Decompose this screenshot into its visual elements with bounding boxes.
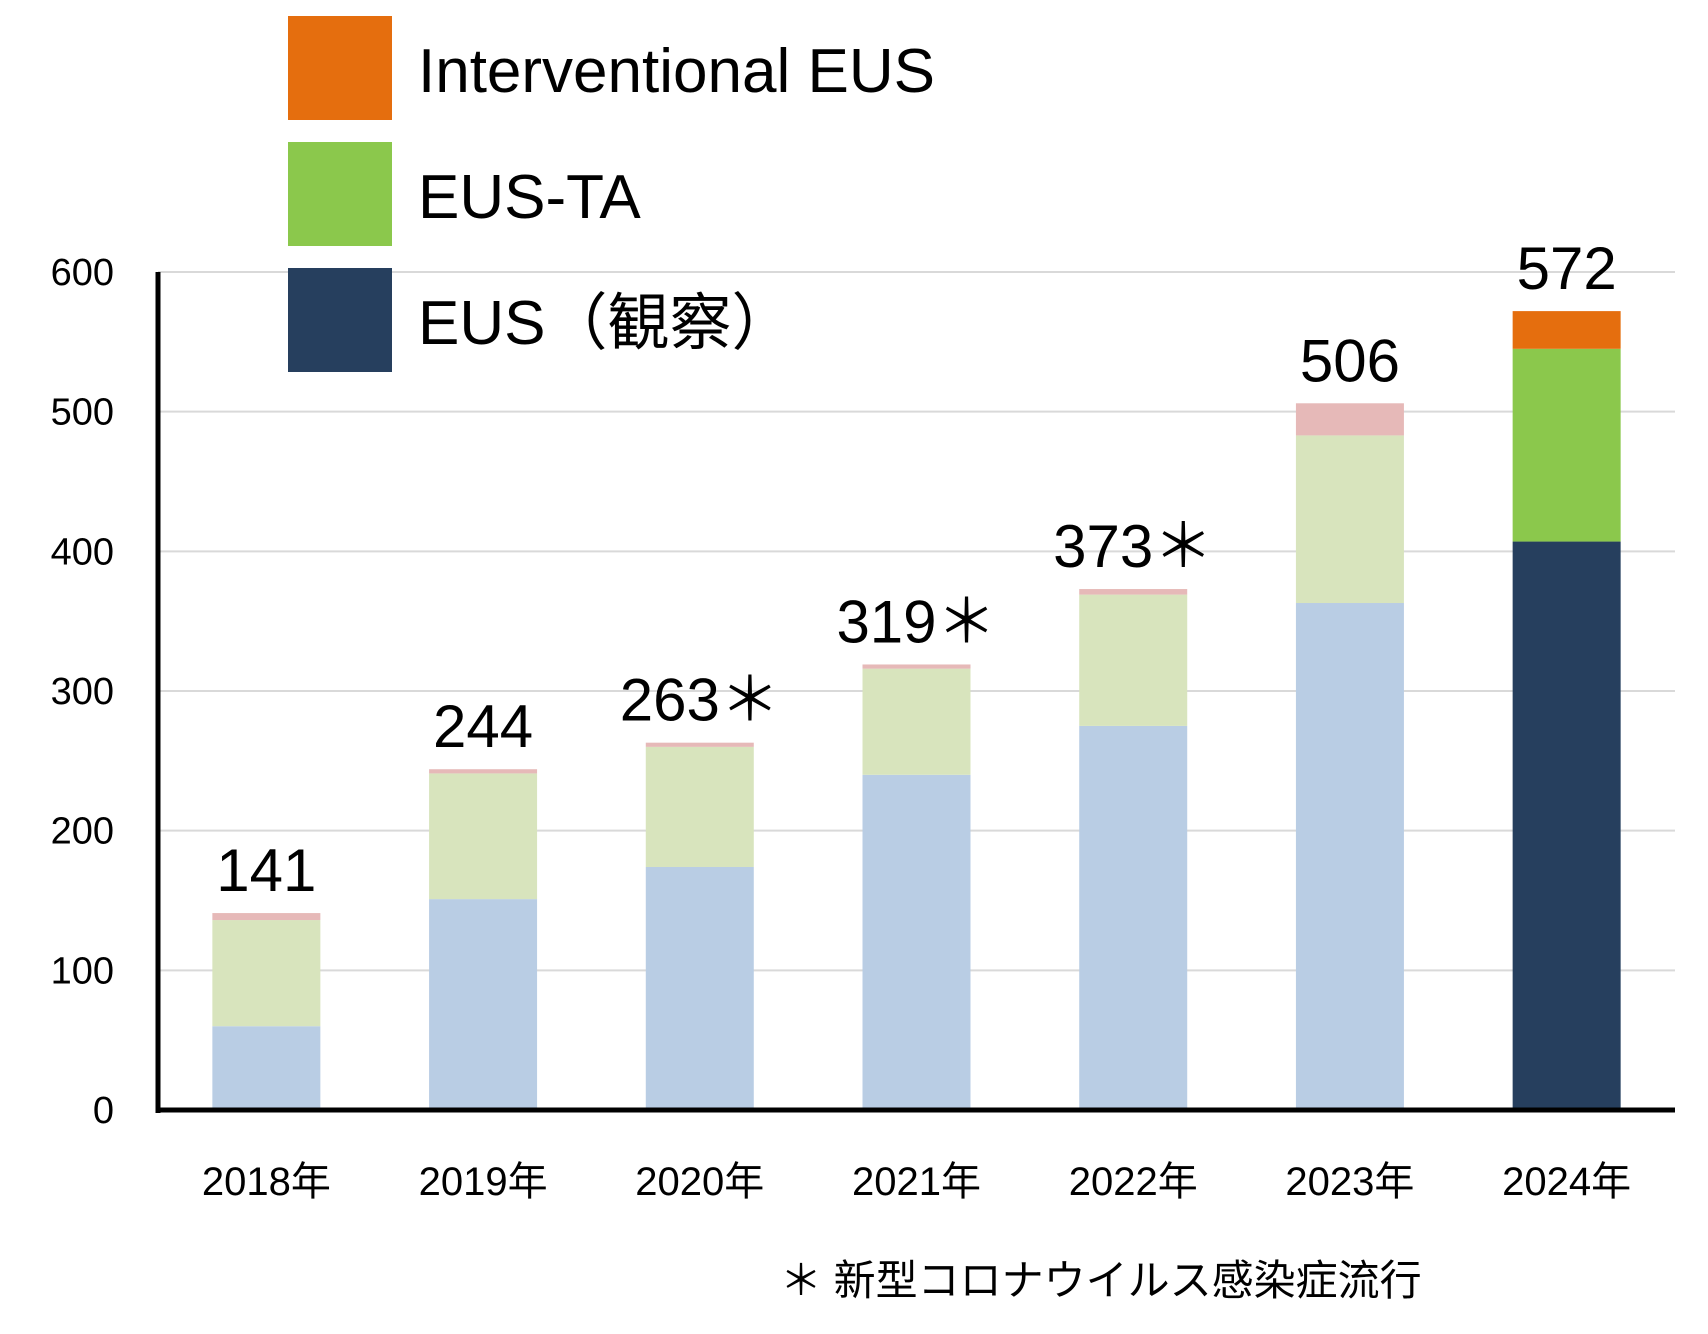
total-label: 141 (216, 837, 316, 904)
legend-label: Interventional EUS (418, 37, 935, 106)
x-tick-label: 2020年 (635, 1160, 764, 1204)
total-label: 244 (433, 693, 533, 760)
bar-segment (1295, 603, 1404, 1110)
footnote: ＊ 新型コロナウイルス感染症流行 (780, 1257, 1422, 1304)
y-tick-labels: 0 100 200 300 400 500 600 (51, 252, 114, 1132)
bar-segment (1295, 403, 1404, 436)
legend-swatch (288, 142, 392, 246)
bar-segment (1512, 311, 1621, 349)
x-tick-label: 2023年 (1285, 1160, 1414, 1204)
total-labels: 141 244 263＊ 319＊ 373＊ 506 572 (216, 235, 1616, 904)
x-tick-label: 2019年 (419, 1160, 548, 1204)
bar-segment (212, 1026, 321, 1110)
y-tick-label: 400 (51, 531, 114, 573)
legend: Interventional EUS EUS-TA EUS（観察） (288, 16, 935, 372)
bar-segment (645, 742, 754, 747)
bar-segment (1079, 725, 1188, 1110)
y-tick-label: 600 (51, 252, 114, 294)
legend-swatch (288, 16, 392, 120)
x-tick-label: 2024年 (1502, 1160, 1631, 1204)
bar-segment (645, 746, 754, 867)
legend-swatch (288, 268, 392, 372)
bar-segment (1512, 348, 1621, 542)
bar-segment (429, 769, 538, 774)
total-label: 572 (1517, 235, 1617, 302)
total-label: 263＊ (620, 667, 780, 734)
bar-segment (862, 668, 971, 775)
x-tick-labels: 2018年 2019年 2020年 2021年 2022年 2023年 2024年 (202, 1160, 1631, 1204)
y-tick-label: 0 (93, 1090, 114, 1132)
y-tick-label: 200 (51, 811, 114, 853)
x-tick-label: 2022年 (1069, 1160, 1198, 1204)
bar-segment (1295, 435, 1404, 604)
bar-segment (862, 774, 971, 1110)
total-label: 506 (1300, 327, 1400, 394)
y-tick-label: 500 (51, 392, 114, 434)
bar-segment (645, 866, 754, 1110)
x-tick-label: 2021年 (852, 1160, 981, 1204)
legend-label: EUS（観察） (418, 289, 793, 358)
axes (155, 272, 1675, 1113)
total-label: 319＊ (836, 588, 996, 655)
bars (212, 311, 1621, 1110)
bar-segment (1079, 594, 1188, 726)
bar-segment (429, 773, 538, 900)
bar-segment (429, 899, 538, 1110)
bar-segment (212, 913, 321, 921)
total-label: 373＊ (1053, 513, 1213, 580)
y-tick-label: 300 (51, 671, 114, 713)
bar-segment (862, 664, 971, 669)
legend-label: EUS-TA (418, 163, 641, 232)
x-tick-label: 2018年 (202, 1160, 331, 1204)
bar-segment (1512, 541, 1621, 1110)
y-tick-label: 100 (51, 950, 114, 992)
bar-segment (212, 920, 321, 1027)
bar-segment (1079, 589, 1188, 595)
